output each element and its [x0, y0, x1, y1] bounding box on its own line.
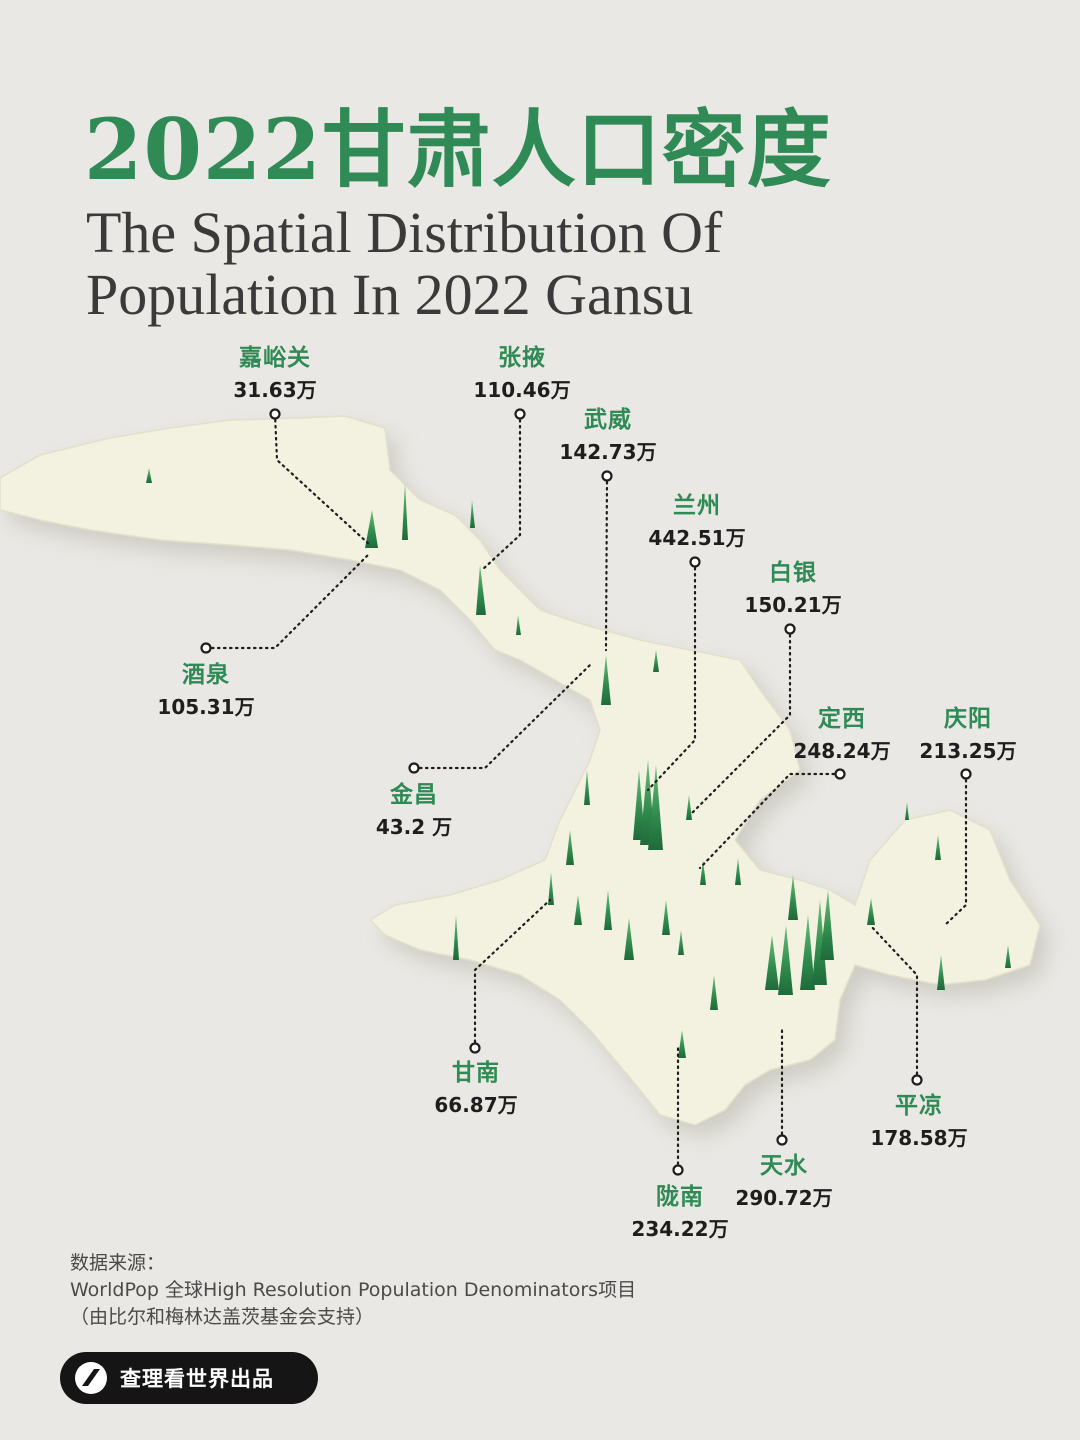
leader-pingliang	[868, 923, 919, 1082]
city-name: 天水	[760, 1153, 808, 1179]
leader-zhangye	[480, 412, 522, 572]
marker-pingliang	[911, 1074, 923, 1086]
data-source: 数据来源： WorldPop 全球High Resolution Populat…	[70, 1250, 636, 1331]
leader-qingyang	[943, 772, 968, 927]
marker-gannan	[469, 1042, 481, 1054]
marker-longnan	[672, 1164, 684, 1176]
city-label-gannan: 甘南 66.87万	[406, 1057, 546, 1121]
leader-wuwei	[604, 474, 609, 652]
city-population: 31.63万	[233, 378, 317, 402]
city-population: 105.31万	[157, 695, 255, 719]
city-label-wuwei: 武威 142.73万	[538, 404, 678, 468]
city-name: 兰州	[673, 493, 721, 519]
city-label-qingyang: 庆阳 213.25万	[898, 703, 1038, 767]
brand-badge: 查理看世界出品	[60, 1352, 318, 1404]
marker-dingxi	[834, 768, 846, 780]
city-name: 庆阳	[944, 706, 992, 732]
brand-text: 查理看世界出品	[120, 1367, 274, 1391]
city-population: 43.2 万	[375, 815, 453, 839]
title-english-line-1: The Spatial Distribution Of	[86, 200, 723, 265]
city-name: 嘉峪关	[239, 345, 311, 371]
city-name: 甘南	[452, 1060, 500, 1086]
city-name: 武威	[584, 407, 632, 433]
marker-tianshui	[776, 1134, 788, 1146]
city-label-pingliang: 平凉 178.58万	[849, 1090, 989, 1154]
leader-jiuquan	[204, 551, 372, 650]
source-sponsor: （由比尔和梅林达盖茨基金会支持）	[70, 1306, 375, 1328]
marker-qingyang	[960, 768, 972, 780]
marker-jiuquan	[200, 642, 212, 654]
leader-markers	[200, 408, 972, 1176]
marker-zhangye	[514, 408, 526, 420]
city-name: 酒泉	[182, 662, 230, 688]
brand-logo-icon	[75, 1362, 107, 1394]
leader-jinchang	[412, 663, 592, 770]
city-name: 陇南	[656, 1184, 704, 1210]
source-project: WorldPop 全球High Resolution Population De…	[70, 1279, 637, 1301]
city-population: 142.73万	[559, 440, 657, 464]
city-label-dingxi: 定西 248.24万	[772, 703, 912, 767]
population-spikes	[146, 468, 1011, 1058]
city-label-jiayuguan: 嘉峪关 31.63万	[205, 342, 345, 406]
city-label-jiuquan: 酒泉 105.31万	[136, 659, 276, 723]
city-name: 平凉	[895, 1093, 943, 1119]
city-population: 110.46万	[473, 378, 571, 402]
marker-jiayuguan	[269, 408, 281, 420]
city-label-jinchang: 金昌 43.2 万	[344, 779, 484, 843]
city-name: 白银	[769, 560, 817, 586]
marker-lanzhou	[689, 556, 701, 568]
city-population: 442.51万	[648, 526, 746, 550]
city-population: 290.72万	[735, 1186, 833, 1210]
city-name: 金昌	[390, 782, 438, 808]
marker-wuwei	[601, 470, 613, 482]
leader-lanzhou	[646, 560, 697, 792]
province-shape	[0, 415, 1041, 1126]
city-name: 张掖	[498, 345, 546, 371]
city-population: 248.24万	[793, 739, 891, 763]
marker-baiyin	[784, 623, 796, 635]
source-heading: 数据来源：	[70, 1252, 166, 1274]
city-label-lanzhou: 兰州 442.51万	[627, 490, 767, 554]
leader-dingxi	[698, 772, 842, 870]
city-population: 66.87万	[434, 1093, 518, 1117]
city-label-baiyin: 白银 150.21万	[723, 557, 863, 621]
title-english: The Spatial Distribution Of Population I…	[86, 202, 786, 326]
title-english-line-2: Population In 2022 Gansu	[86, 262, 694, 327]
city-population: 150.21万	[744, 593, 842, 617]
city-population: 234.22万	[631, 1217, 729, 1241]
leader-gannan	[473, 898, 552, 1050]
leader-lines	[204, 412, 968, 1172]
city-population: 213.25万	[919, 739, 1017, 763]
city-label-longnan: 陇南 234.22万	[610, 1181, 750, 1245]
title-chinese: 2022甘肃人口密度	[84, 100, 832, 199]
leader-baiyin	[688, 627, 792, 817]
city-name: 定西	[818, 706, 866, 732]
marker-jinchang	[408, 762, 420, 774]
city-population: 178.58万	[870, 1126, 968, 1150]
city-label-tianshui: 天水 290.72万	[714, 1150, 854, 1214]
city-label-zhangye: 张掖 110.46万	[452, 342, 592, 406]
